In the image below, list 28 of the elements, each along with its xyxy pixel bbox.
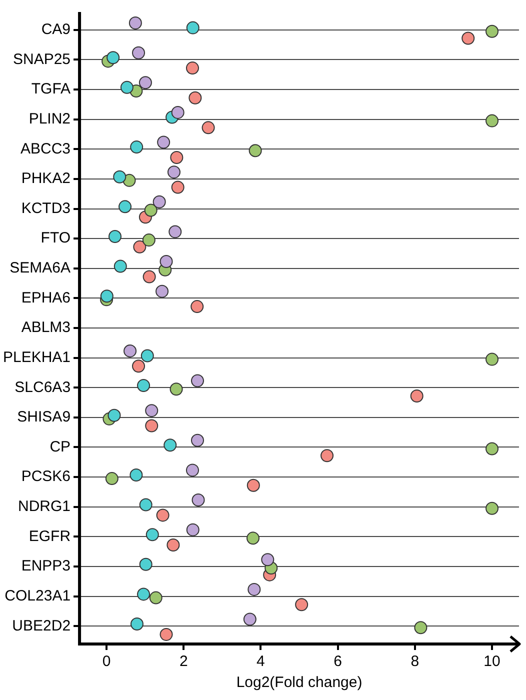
y-tick-label: CP bbox=[50, 438, 71, 456]
x-tick-label: 4 bbox=[256, 653, 265, 670]
y-tick-label: ENPP3 bbox=[21, 558, 71, 575]
y-tick-label: COL23A1 bbox=[4, 587, 71, 604]
y-tick-label: CA9 bbox=[41, 21, 71, 38]
y-tick-label: SEMA6A bbox=[10, 260, 71, 277]
y-tick-label: EPHA6 bbox=[21, 289, 71, 306]
y-tick-label: UBE2D2 bbox=[12, 617, 71, 634]
y-tick-label: TGFA bbox=[31, 80, 71, 98]
y-tick-label: SNAP25 bbox=[12, 50, 71, 68]
y-tick-label: ABLM3 bbox=[21, 319, 71, 336]
y-tick-label: SHISA9 bbox=[17, 408, 71, 426]
y-tick-label: PCSK6 bbox=[21, 468, 71, 486]
x-tick-label: 2 bbox=[179, 653, 188, 670]
y-tick-label: FTO bbox=[40, 230, 71, 247]
y-tick-label: PLIN2 bbox=[28, 110, 71, 128]
y-tick-label: PHKA2 bbox=[21, 170, 71, 188]
x-tick-label: 0 bbox=[102, 653, 111, 670]
y-tick-label: EGFR bbox=[28, 528, 71, 545]
x-tick-label: 6 bbox=[334, 653, 342, 670]
y-tick-label: SLC6A3 bbox=[14, 378, 71, 396]
y-tick-label: NDRG1 bbox=[18, 498, 71, 516]
y-tick-label: PLEKHA1 bbox=[2, 348, 71, 366]
x-axis-title: Log2(Fold change) bbox=[236, 674, 362, 692]
y-tick-label: ABCC3 bbox=[20, 140, 71, 158]
y-tick-label: KCTD3 bbox=[21, 200, 71, 217]
x-tick-label: 10 bbox=[484, 653, 500, 670]
x-tick-label: 8 bbox=[410, 653, 420, 670]
